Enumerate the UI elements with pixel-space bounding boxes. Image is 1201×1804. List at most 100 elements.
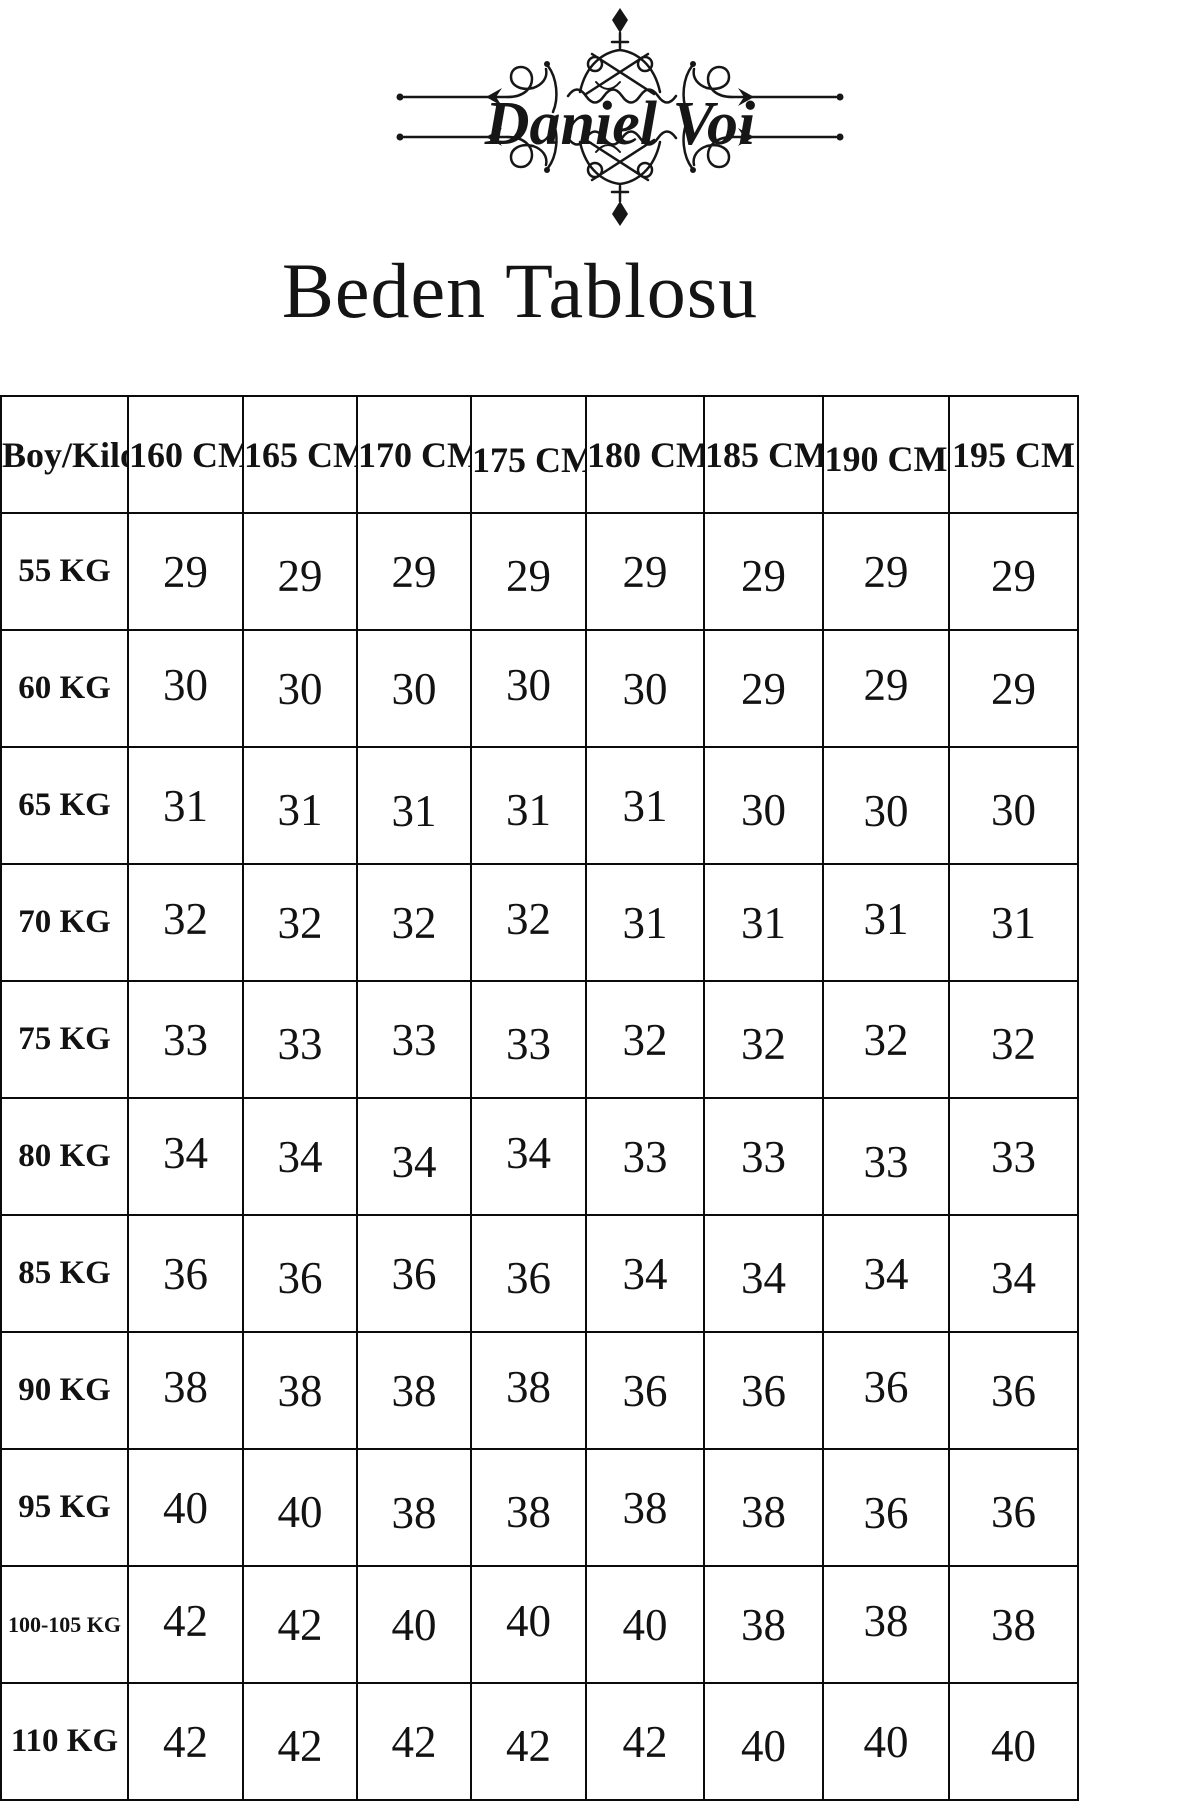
size-cell: 33 (470, 984, 587, 1103)
size-cell: 42 (242, 1565, 358, 1684)
column-header: 165 CM (242, 395, 358, 514)
size-cell: 36 (822, 1453, 950, 1572)
size-cell: 34 (948, 1218, 1079, 1337)
size-cell: 40 (703, 1686, 824, 1804)
size-cell: 32 (585, 980, 705, 1099)
column-header: 160 CM (127, 395, 244, 514)
row-label-cell: 75 KG (0, 980, 129, 1099)
brand-script-text: Daniel Voi (484, 90, 755, 158)
size-cell: 33 (822, 1102, 950, 1221)
column-header: 195 CM (948, 395, 1079, 514)
size-cell: 42 (585, 1682, 705, 1801)
size-cell: 36 (948, 1331, 1079, 1450)
size-cell: 31 (585, 863, 705, 982)
size-cell: 33 (585, 1097, 705, 1216)
size-cell: 36 (703, 1331, 824, 1450)
size-cell: 30 (356, 629, 472, 748)
row-label-cell: 60 KG (0, 629, 129, 748)
row-label-cell: 90 KG (0, 1331, 129, 1450)
size-cell: 30 (242, 629, 358, 748)
table-row: 65 KG 31 31 31 31 31 30 30 30 (0, 746, 1201, 870)
size-cell: 34 (703, 1218, 824, 1337)
size-cell: 31 (242, 750, 358, 869)
table-row: 55 KG 29 29 29 29 29 29 29 29 (0, 512, 1201, 635)
size-cell: 38 (948, 1565, 1079, 1684)
size-cell: 40 (356, 1565, 472, 1684)
column-header: 170 CM (356, 395, 472, 514)
size-cell: 38 (470, 1327, 587, 1446)
size-cell: 38 (242, 1331, 358, 1450)
table-row: 60 KG 30 30 30 30 30 29 29 29 (0, 625, 1201, 748)
size-cell: 42 (356, 1682, 472, 1801)
column-header: 190 CM (822, 395, 950, 514)
size-cell: 38 (356, 1453, 472, 1572)
size-cell: 38 (822, 1561, 950, 1680)
size-cell: 29 (703, 629, 824, 748)
size-cell: 30 (470, 625, 587, 744)
size-cell: 32 (948, 984, 1079, 1103)
size-cell: 30 (822, 751, 950, 870)
table-row: 100-105 KG 42 42 40 40 40 38 38 38 (0, 1561, 1201, 1684)
size-cell: 34 (822, 1214, 950, 1333)
size-cell: 29 (585, 512, 705, 631)
size-cell: 29 (242, 516, 358, 635)
size-cell: 33 (242, 984, 358, 1103)
size-cell: 38 (585, 1448, 705, 1567)
table-row: 95 KG 40 40 38 38 38 38 36 36 (0, 1448, 1201, 1572)
size-cell: 36 (127, 1214, 244, 1333)
size-cell: 40 (127, 1448, 244, 1567)
size-cell: 29 (822, 625, 950, 744)
size-cell: 33 (127, 980, 244, 1099)
size-cell: 34 (356, 1102, 472, 1221)
size-cell: 38 (703, 1452, 824, 1571)
size-cell: 31 (822, 859, 950, 978)
size-cell: 29 (948, 629, 1079, 748)
size-cell: 36 (948, 1452, 1079, 1571)
size-cell: 30 (948, 750, 1079, 869)
row-label-cell: 80 KG (0, 1097, 129, 1216)
size-cell: 38 (127, 1327, 244, 1446)
size-cell: 30 (703, 750, 824, 869)
size-cell: 32 (356, 863, 472, 982)
table-row: 90 KG 38 38 38 38 36 36 36 36 (0, 1327, 1201, 1450)
brand-logo: Daniel Voi (390, 2, 850, 232)
size-cell: 29 (822, 512, 950, 631)
size-cell: 36 (356, 1214, 472, 1333)
column-header: 180 CM (585, 395, 705, 514)
size-cell: 40 (822, 1682, 950, 1801)
table-body: 55 KG 29 29 29 29 29 29 29 29 60 KG 30 30 30 30 30 29 29… (0, 512, 1201, 1804)
size-cell: 36 (585, 1331, 705, 1450)
row-label-cell: 100-105 KG (0, 1565, 129, 1684)
size-cell: 34 (127, 1093, 244, 1212)
size-cell: 29 (127, 512, 244, 631)
size-cell: 33 (703, 1097, 824, 1216)
size-cell: 29 (703, 516, 824, 635)
size-cell: 36 (822, 1327, 950, 1446)
size-cell: 40 (948, 1686, 1079, 1804)
row-label-cell: 85 KG (0, 1214, 129, 1333)
size-cell: 31 (470, 750, 587, 869)
row-label-cell: 65 KG (0, 746, 129, 865)
size-cell: 31 (585, 746, 705, 865)
size-cell: 32 (127, 859, 244, 978)
size-cell: 38 (356, 1331, 472, 1450)
size-cell: 42 (242, 1686, 358, 1804)
row-label-cell: 110 KG (0, 1682, 129, 1801)
size-cell: 36 (242, 1218, 358, 1337)
table-row: 110 KG 42 42 42 42 42 40 40 40 (0, 1682, 1201, 1804)
size-cell: 31 (356, 751, 472, 870)
column-header: 185 CM (703, 395, 824, 514)
size-cell: 32 (470, 859, 587, 978)
size-cell: 38 (470, 1452, 587, 1571)
size-cell: 30 (127, 625, 244, 744)
column-header: 175 CM (470, 395, 587, 514)
size-cell: 36 (470, 1218, 587, 1337)
size-cell: 31 (948, 863, 1079, 982)
table-row: 80 KG 34 34 34 34 33 33 33 33 (0, 1093, 1201, 1221)
size-cell: 29 (470, 516, 587, 635)
size-cell: 29 (356, 512, 472, 631)
size-cell: 33 (948, 1097, 1079, 1216)
size-cell: 42 (127, 1682, 244, 1801)
size-cell: 34 (585, 1214, 705, 1333)
page-title: Beden Tablosu (281, 247, 759, 334)
